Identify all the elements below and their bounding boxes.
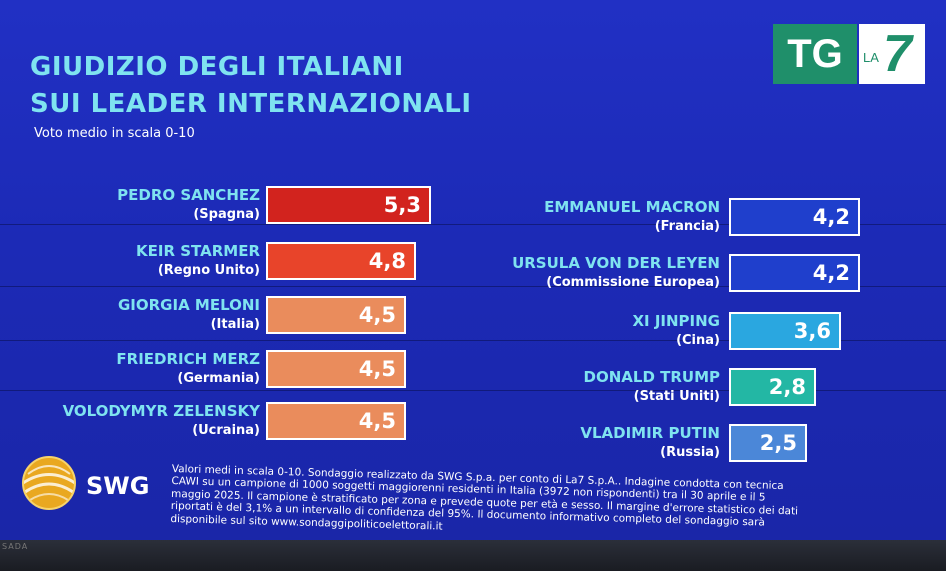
leader-name: DONALD TRUMP <box>583 368 720 386</box>
title-line-1: GIUDIZIO DEGLI ITALIANI <box>30 52 404 82</box>
leader-country: (Cina) <box>676 333 720 348</box>
leader-name: PEDRO SANCHEZ <box>117 186 260 204</box>
leader-score-bar: 4,2 <box>729 254 860 292</box>
leader-score-bar: 4,5 <box>266 296 406 334</box>
title-line-2: SUI LEADER INTERNAZIONALI <box>30 89 472 119</box>
row-divider <box>0 286 946 287</box>
leader-score-bar: 2,5 <box>729 424 807 462</box>
bezel-brand: SADA <box>2 542 29 551</box>
methodology-footnote: Valori medi in scala 0-10. Sondaggio rea… <box>170 463 871 540</box>
leader-country: (Commissione Europea) <box>546 275 720 290</box>
logo-la7: LA 7 <box>859 24 925 84</box>
logo-tg: TG <box>773 24 857 84</box>
leader-score-bar: 3,6 <box>729 312 841 350</box>
leader-name: URSULA VON DER LEYEN <box>512 254 720 272</box>
leader-country: (Francia) <box>654 219 720 234</box>
tg-la7-logo: TG LA 7 <box>773 24 925 84</box>
leader-country: (Regno Unito) <box>157 263 260 278</box>
leader-name: FRIEDRICH MERZ <box>116 350 260 368</box>
row-divider <box>0 340 946 341</box>
leader-name: XI JINPING <box>632 312 720 330</box>
leader-country: (Spagna) <box>193 207 260 222</box>
leader-country: (Ucraina) <box>192 423 260 438</box>
leader-name: KEIR STARMER <box>136 242 260 260</box>
swg-globe-icon <box>22 456 76 510</box>
leader-score-bar: 2,8 <box>729 368 816 406</box>
leader-country: (Russia) <box>660 445 720 460</box>
leader-score-bar: 4,2 <box>729 198 860 236</box>
leader-name: GIORGIA MELONI <box>117 296 260 314</box>
leader-country: (Germania) <box>177 371 260 386</box>
leader-name: VOLODYMYR ZELENSKY <box>62 402 260 420</box>
leader-score-bar: 4,5 <box>266 350 406 388</box>
row-divider <box>0 390 946 391</box>
leader-score-bar: 4,8 <box>266 242 416 280</box>
tv-screen: GIUDIZIO DEGLI ITALIANI SUI LEADER INTER… <box>0 0 946 540</box>
row-divider <box>0 224 946 225</box>
tv-bezel: SADA <box>0 540 946 571</box>
leader-score-bar: 4,5 <box>266 402 406 440</box>
leader-country: (Stati Uniti) <box>633 389 720 404</box>
logo-la: LA <box>863 50 879 65</box>
subtitle: Voto medio in scala 0-10 <box>34 126 195 141</box>
swg-brand-text: SWG <box>86 472 150 500</box>
swg-logo: SWG <box>18 452 168 514</box>
leader-name: EMMANUEL MACRON <box>544 198 720 216</box>
leader-name: VLADIMIR PUTIN <box>580 424 720 442</box>
leader-country: (Italia) <box>210 317 260 332</box>
leader-score-bar: 5,3 <box>266 186 431 224</box>
logo-seven: 7 <box>883 25 912 83</box>
